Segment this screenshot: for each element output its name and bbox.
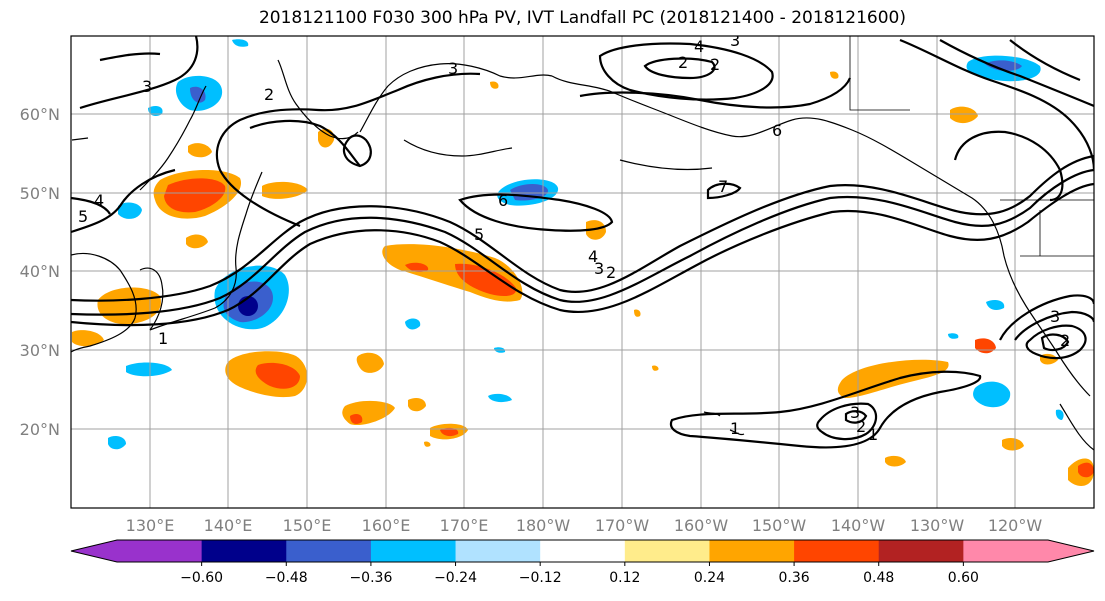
colorbar-tick-label: −0.36 [349,570,392,586]
colorbar-segment [794,540,880,562]
lon-label: 120°W [988,516,1043,535]
lon-label: 160°E [362,516,411,535]
colorbar-tick-label: 0.60 [948,570,979,586]
contour-label: 2 [606,263,616,282]
lon-label: 140°E [204,516,253,535]
lon-label: 140°W [831,516,886,535]
contour-label: 3 [850,403,860,422]
lon-label: 170°W [595,516,650,535]
map-frame [70,35,1095,509]
lon-label: 180°W [516,516,571,535]
contour-label: 2 [710,55,720,74]
longitude-labels: 130°E 140°E 150°E 160°E 170°E 180°W 170°… [126,516,1043,535]
colorbar-tick-label: −0.60 [180,570,223,586]
lat-label: 40°N [20,262,60,281]
colorbar: −0.60 −0.48 −0.36 −0.24 −0.12 0.12 0.24 0.36 0.4… [70,539,1095,586]
colorbar-segments [117,540,1049,562]
contour-label: 5 [78,207,88,226]
colorbar-segment [455,540,541,562]
lon-label: 130°E [126,516,175,535]
colorbar-segment [963,540,1049,562]
colorbar-extend-low [71,540,117,562]
latitude-labels: 60°N 50°N 40°N 30°N 20°N [20,105,60,439]
contour-label: 6 [498,191,508,210]
contour-label: 3 [730,31,740,50]
contour-label: 6 [772,121,782,140]
contour-label: 4 [588,247,598,266]
contour-label: 2 [678,53,688,72]
colorbar-tick-label: 0.24 [694,570,725,586]
borders [849,36,1094,257]
contour-label: 5 [474,225,484,244]
lon-label: 150°E [283,516,332,535]
colorbar-tick-label: −0.24 [434,570,477,586]
lat-label: 30°N [20,341,60,360]
lat-label: 50°N [20,184,60,203]
contour-label: 1 [868,425,878,444]
map-area [71,36,1094,508]
lon-label: 130°W [910,516,965,535]
graticule [71,36,1094,508]
colorbar-segment [624,540,710,562]
lon-label: 160°W [674,516,729,535]
coastlines [71,59,1094,451]
lon-label: 150°W [752,516,807,535]
colorbar-segment [878,540,964,562]
contour-label: 3 [1050,307,1060,326]
contour-label: 2 [856,417,866,436]
colorbar-ticks: −0.60 −0.48 −0.36 −0.24 −0.12 0.12 0.24 0.36 0.4… [180,562,979,586]
colorbar-segment [370,540,457,562]
lon-label: 170°E [440,516,489,535]
colorbar-segment [201,540,287,562]
colorbar-tick-label: −0.48 [265,570,308,586]
contour-label: 4 [94,191,104,210]
map-title: 2018121100 F030 300 hPa PV, IVT Landfall… [258,8,906,28]
contour-label: 4 [694,37,704,56]
colorbar-tick-label: 0.12 [609,570,640,586]
colorbar-segment [117,540,203,562]
contour-label: 3 [448,59,458,78]
lat-label: 60°N [20,105,60,124]
contour-label: 7 [718,177,728,196]
lat-label: 20°N [20,420,60,439]
colorbar-tick-label: −0.12 [519,570,562,586]
colorbar-outline [70,539,1095,563]
pv-contours [71,36,1094,449]
contour-label: 2 [264,85,274,104]
colorbar-segment [540,540,626,562]
colorbar-tick-label: 0.36 [779,570,810,586]
contour-label: 1 [158,329,168,348]
contour-label: 1 [730,419,740,438]
contour-labels: 3 2 4 5 3 4 2 6 5 6 7 4 3 2 1 3 2 1 3 2 … [78,31,1070,444]
colorbar-extend-high [1048,540,1094,562]
contour-label: 3 [594,259,604,278]
contour-label: 3 [142,77,152,96]
colorbar-segment [286,540,372,562]
contour-label: 2 [1060,331,1070,350]
colorbar-tick-label: 0.48 [863,570,894,586]
colorbar-segment [709,540,795,562]
